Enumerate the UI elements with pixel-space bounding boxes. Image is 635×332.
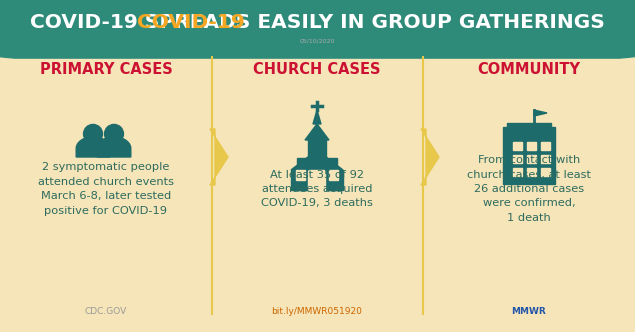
Polygon shape	[76, 137, 110, 157]
Bar	[527, 155, 536, 163]
Bar	[513, 155, 522, 163]
Bar	[503, 132, 555, 184]
Polygon shape	[305, 124, 329, 140]
Bar	[541, 168, 550, 176]
Text: COMMUNITY: COMMUNITY	[478, 61, 580, 76]
Bar	[0, 0, 635, 42]
Bar	[513, 142, 522, 150]
Bar	[541, 155, 550, 163]
Text: bit.ly/MMWR051920: bit.ly/MMWR051920	[272, 307, 363, 316]
Bar	[296, 170, 305, 180]
Polygon shape	[97, 137, 131, 157]
Polygon shape	[210, 129, 228, 185]
Text: COVID-19: COVID-19	[137, 14, 245, 33]
Circle shape	[84, 124, 102, 143]
Polygon shape	[291, 150, 343, 170]
Text: 2 symptomatic people
attended church events
March 6-8, later tested
positive for: 2 symptomatic people attended church eve…	[38, 162, 174, 215]
Bar	[527, 168, 536, 176]
Text: 05/10/2020: 05/10/2020	[299, 39, 335, 43]
Ellipse shape	[0, 15, 635, 69]
Text: MMWR: MMWR	[512, 307, 546, 316]
Bar	[291, 170, 343, 190]
Text: At least 35 of 92
attendees acquired
COVID-19, 3 deaths: At least 35 of 92 attendees acquired COV…	[261, 170, 373, 208]
Bar	[541, 142, 550, 150]
Text: COVID-19 SPREADS EASILY IN GROUP GATHERINGS: COVID-19 SPREADS EASILY IN GROUP GATHERI…	[30, 14, 605, 33]
Bar	[503, 127, 555, 132]
Text: From contact with
church cases, at least
26 additional cases
were confirmed,
1 d: From contact with church cases, at least…	[467, 155, 591, 223]
Bar	[329, 170, 338, 180]
Bar	[513, 168, 522, 176]
Text: CHURCH CASES: CHURCH CASES	[253, 61, 381, 76]
Text: CDC.GOV: CDC.GOV	[85, 307, 127, 316]
Bar	[0, 59, 635, 332]
Circle shape	[105, 124, 123, 143]
Text: PRIMARY CASES: PRIMARY CASES	[39, 61, 172, 76]
Bar	[308, 140, 326, 190]
Bar	[527, 142, 536, 150]
Polygon shape	[421, 129, 439, 185]
Bar	[297, 158, 337, 190]
Polygon shape	[534, 110, 547, 116]
FancyBboxPatch shape	[309, 171, 326, 192]
Polygon shape	[313, 110, 321, 124]
Bar	[507, 123, 551, 127]
